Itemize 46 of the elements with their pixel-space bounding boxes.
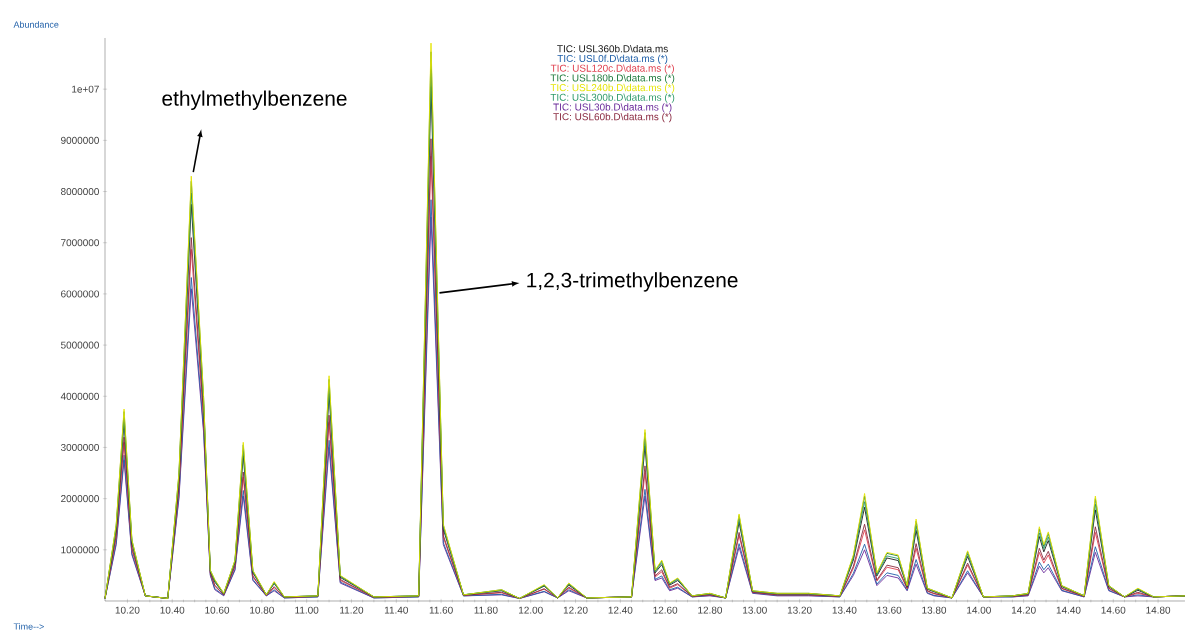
text: TIC: USL240b.D\data.ms (*) (550, 83, 675, 94)
x-tick-label: 11.60 (429, 606, 453, 614)
y-tick-label: 1000000 (61, 546, 99, 554)
x-tick-label: 13.00 (743, 606, 767, 614)
y-tick-label: 2000000 (61, 495, 99, 503)
x-tick-label: 12.40 (608, 606, 633, 614)
text: TIC: USL60b.D\data.ms (*) (553, 112, 672, 123)
annotation: 1,2,3-trimethylbenzene (527, 272, 738, 292)
x-tick-label: 10.80 (250, 606, 274, 614)
y-axis-title: Abundance (13, 21, 59, 28)
x-tick-label: 11.00 (295, 606, 319, 614)
text: TIC: USL0f.D\data.ms (*) (557, 54, 668, 64)
x-tick-label: 13.80 (922, 606, 947, 614)
x-tick-label: 10.60 (205, 606, 230, 614)
x-tick-label: 14.40 (1056, 606, 1081, 614)
x-tick-label: 12.00 (519, 606, 543, 614)
annotation: ethylmethylbenzene (162, 90, 347, 110)
x-tick-label: 13.40 (832, 606, 857, 614)
y-tick-label: 5000000 (60, 341, 99, 349)
x-tick-label: 12.60 (653, 606, 678, 614)
x-tick-label: 14.80 (1146, 606, 1171, 614)
text: TIC: USL300b.D\data.ms (*) (550, 93, 675, 103)
x-tick-label: 10.40 (160, 606, 185, 614)
y-tick-label: 8000000 (61, 188, 99, 196)
x-tick-label: 12.80 (698, 606, 723, 614)
x-tick-label: 14.60 (1101, 606, 1126, 614)
y-tick-label: 9000000 (61, 136, 99, 144)
text: TIC: USL180b.D\data.ms (*) (550, 74, 675, 84)
text: TIC: USL360b.D\data.ms (557, 45, 668, 53)
x-tick-label: 11.20 (340, 606, 364, 614)
x-tick-label: 13.60 (877, 606, 902, 614)
x-tick-label: 13.20 (787, 606, 812, 614)
y-tick-label: 4000000 (60, 392, 99, 400)
x-tick-label: 11.40 (384, 606, 408, 614)
text: TIC: USL120c.D\data.ms (*) (550, 64, 674, 74)
y-tick-label: 7000000 (61, 239, 99, 247)
x-tick-label: 14.20 (1011, 606, 1036, 614)
text: TIC: USL30b.D\data.ms (*) (553, 103, 672, 113)
x-tick-label: 11.80 (474, 606, 498, 614)
y-tick-label: 6000000 (61, 290, 99, 298)
x-tick-label: 12.20 (563, 606, 588, 614)
y-tick-label: 1e+07 (72, 85, 99, 93)
x-tick-label: 14.00 (967, 606, 991, 614)
x-tick-label: 10.20 (115, 606, 140, 614)
x-axis-title: Time--> (13, 623, 44, 630)
y-tick-label: 3000000 (60, 443, 99, 451)
